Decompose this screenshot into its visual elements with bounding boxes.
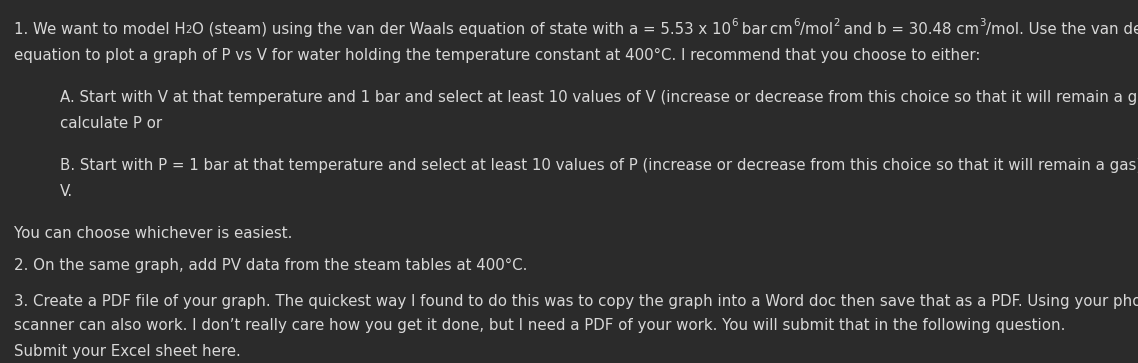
Text: bar cm: bar cm <box>737 22 793 37</box>
Text: 2: 2 <box>185 25 192 35</box>
Text: 2: 2 <box>833 18 839 28</box>
Text: A. Start with V at that temperature and 1 bar and select at least 10 values of V: A. Start with V at that temperature and … <box>60 90 1138 105</box>
Text: /mol. Use the van der Waals: /mol. Use the van der Waals <box>986 22 1138 37</box>
Text: 3: 3 <box>980 18 986 28</box>
Text: B. Start with P = 1 bar at that temperature and select at least 10 values of P (: B. Start with P = 1 bar at that temperat… <box>60 158 1138 173</box>
Text: /mol: /mol <box>800 22 833 37</box>
Text: and b = 30.48 cm: and b = 30.48 cm <box>839 22 980 37</box>
Text: You can choose whichever is easiest.: You can choose whichever is easiest. <box>14 226 292 241</box>
Text: 2. On the same graph, add PV data from the steam tables at 400°C.: 2. On the same graph, add PV data from t… <box>14 258 527 273</box>
Text: V.: V. <box>60 184 73 199</box>
Text: O (steam) using the van der Waals equation of state with a = 5.53 x 10: O (steam) using the van der Waals equati… <box>192 22 731 37</box>
Text: Submit your Excel sheet here.: Submit your Excel sheet here. <box>14 344 241 359</box>
Text: calculate P or: calculate P or <box>60 116 162 131</box>
Text: scanner can also work. I don’t really care how you get it done, but I need a PDF: scanner can also work. I don’t really ca… <box>14 318 1065 333</box>
Text: 3. Create a PDF file of your graph. The quickest way I found to do this was to c: 3. Create a PDF file of your graph. The … <box>14 294 1138 309</box>
Text: 1. We want to model H: 1. We want to model H <box>14 22 185 37</box>
Text: equation to plot a graph of P vs V for water holding the temperature constant at: equation to plot a graph of P vs V for w… <box>14 48 980 63</box>
Text: 6: 6 <box>793 18 800 28</box>
Text: 6: 6 <box>731 18 737 28</box>
